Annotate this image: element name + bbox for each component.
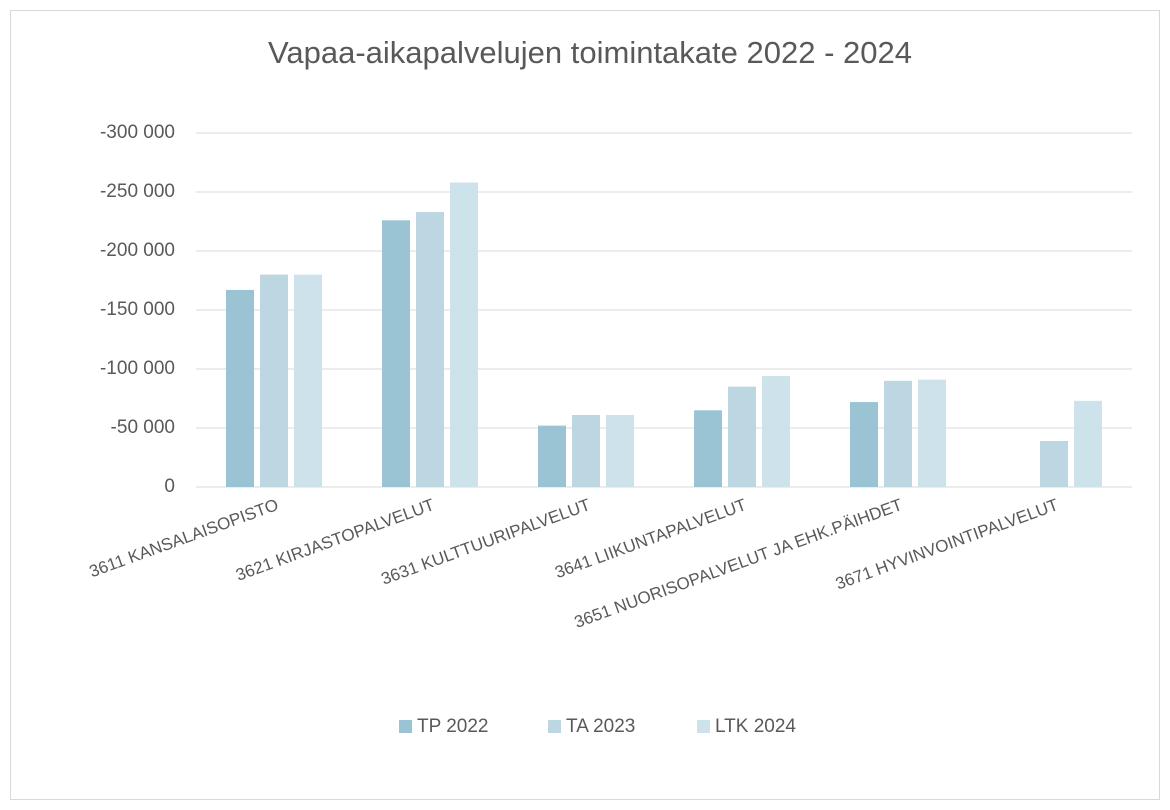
bar: [1074, 400, 1102, 487]
chart-border: [10, 10, 1160, 800]
legend-swatch: [697, 720, 710, 733]
bar: [226, 289, 254, 487]
y-tick-label: -200 000: [100, 240, 175, 261]
legend-label: TP 2022: [417, 716, 488, 737]
bar: [728, 386, 756, 487]
y-tick-label: -150 000: [100, 299, 175, 320]
bar: [572, 415, 600, 487]
bar: [382, 220, 410, 487]
bar: [416, 212, 444, 487]
bar: [694, 410, 722, 487]
bar: [294, 274, 322, 487]
bar: [762, 376, 790, 487]
bar: [918, 379, 946, 487]
y-tick-label: 0: [164, 476, 175, 497]
bar: [606, 415, 634, 487]
bar: [450, 182, 478, 487]
bar: [1040, 440, 1068, 487]
bar: [850, 402, 878, 487]
bar: [538, 425, 566, 487]
y-tick-label: -300 000: [100, 122, 175, 143]
legend-swatch: [399, 720, 412, 733]
legend-swatch: [548, 720, 561, 733]
bar: [884, 380, 912, 487]
y-tick-label: -50 000: [111, 417, 175, 438]
chart-title: Vapaa-aikapalvelujen toimintakate 2022 -…: [268, 35, 912, 70]
legend-label: LTK 2024: [715, 716, 796, 737]
bar: [260, 274, 288, 487]
y-tick-label: -250 000: [100, 181, 175, 202]
legend-label: TA 2023: [566, 716, 635, 737]
y-tick-label: -100 000: [100, 358, 175, 379]
